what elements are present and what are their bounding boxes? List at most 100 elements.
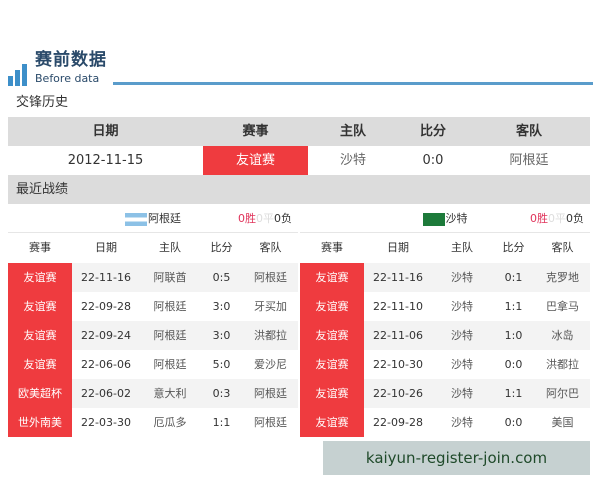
match-date: 22-03-30 <box>81 416 131 429</box>
match-competition: 友谊赛 <box>8 263 72 292</box>
match-score: 3:0 <box>212 329 231 342</box>
match-competition: 友谊赛 <box>8 321 72 350</box>
match-row: 友谊赛 22-11-06 沙特 1:0 冰岛 <box>300 321 590 350</box>
team-name: 沙特 <box>445 212 468 225</box>
match-date: 22-10-30 <box>373 358 423 371</box>
match-row: 友谊赛 22-09-24 阿根廷 3:0 洪都拉 <box>8 321 298 350</box>
watermark: kaiyun-register-join.com <box>323 441 590 475</box>
col-away: 客队 <box>259 241 282 254</box>
col-score: 比分 <box>502 241 525 254</box>
match-home: 沙特 <box>451 329 473 342</box>
match-home: 沙特 <box>451 416 473 429</box>
match-date: 22-09-24 <box>81 329 131 342</box>
match-date: 22-06-06 <box>81 358 131 371</box>
match-row: 世外南美 22-03-30 厄瓜多 1:1 阿根廷 <box>8 408 298 437</box>
draws: 0平 <box>548 212 566 225</box>
match-away: 巴拿马 <box>546 300 579 313</box>
match-away: 洪都拉 <box>254 329 287 342</box>
match-date: 22-10-26 <box>373 387 423 400</box>
header-date: 日期 <box>92 124 119 139</box>
match-score: 0:0 <box>504 416 523 429</box>
header-score: 比分 <box>419 124 446 139</box>
losses: 0负 <box>274 212 292 225</box>
match-home: 阿根廷 <box>153 358 187 371</box>
col-home: 主队 <box>451 241 473 254</box>
col-competition: 赛事 <box>29 241 51 254</box>
match-away: 克罗地 <box>546 271 579 284</box>
match-home: 沙特 <box>451 358 473 371</box>
match-away: 爱沙尼 <box>254 358 287 371</box>
match-score: 0:3 <box>212 387 231 400</box>
col-competition: 赛事 <box>321 241 343 254</box>
match-score: 5:0 <box>212 358 231 371</box>
logo: 赛前数据 Before data <box>8 50 118 86</box>
match-row: 友谊赛 22-11-10 沙特 1:1 巴拿马 <box>300 292 590 321</box>
h2h-score: 0:0 <box>422 153 444 168</box>
match-home: 沙特 <box>451 387 473 400</box>
saudi-flag-icon <box>422 212 445 226</box>
header-home: 主队 <box>339 124 366 139</box>
match-home: 阿联酋 <box>153 271 187 284</box>
match-row: 欧美超杯 22-06-02 意大利 0:3 阿根廷 <box>8 379 298 408</box>
divider <box>113 82 593 85</box>
recent-table-saudi: 沙特 0胜0平0负 赛事 日期 主队 比分 客队 友谊赛 22-11-16 沙特 0:1 克罗地 友谊… <box>300 204 590 437</box>
match-away: 阿尔巴 <box>546 387 579 400</box>
match-competition: 友谊赛 <box>8 292 72 321</box>
col-score: 比分 <box>210 241 233 254</box>
match-home: 厄瓜多 <box>153 416 187 429</box>
match-date: 22-09-28 <box>81 300 131 313</box>
match-row: 友谊赛 22-10-30 沙特 0:0 洪都拉 <box>300 350 590 379</box>
column-header-row: 赛事 日期 主队 比分 客队 <box>300 233 590 263</box>
match-competition: 友谊赛 <box>300 350 364 379</box>
team-record: 0胜0平0负 <box>238 212 292 225</box>
match-date: 22-06-02 <box>81 387 131 400</box>
team-row: 沙特 0胜0平0负 <box>300 204 590 233</box>
draws: 0平 <box>256 212 274 225</box>
match-date: 22-09-28 <box>373 416 423 429</box>
col-date: 日期 <box>95 241 117 254</box>
match-score: 0:5 <box>212 271 231 284</box>
match-away: 冰岛 <box>551 329 574 342</box>
header-away: 客队 <box>515 124 542 139</box>
match-away: 洪都拉 <box>546 358 579 371</box>
h2h-header: 日期 赛事 主队 比分 客队 <box>8 117 590 146</box>
losses: 0负 <box>566 212 584 225</box>
match-score: 3:0 <box>212 300 231 313</box>
match-home: 阿根廷 <box>153 329 187 342</box>
team-row: 阿根廷 0胜0平0负 <box>8 204 298 233</box>
match-score: 1:1 <box>212 416 231 429</box>
argentina-flag-icon <box>125 212 147 226</box>
col-home: 主队 <box>159 241 181 254</box>
match-away: 美国 <box>551 416 574 429</box>
match-row: 友谊赛 22-06-06 阿根廷 5:0 爱沙尼 <box>8 350 298 379</box>
match-competition: 友谊赛 <box>8 350 72 379</box>
h2h-away: 阿根廷 <box>509 153 549 168</box>
match-score: 1:1 <box>504 300 523 313</box>
match-date: 22-11-10 <box>373 300 423 313</box>
logo-subtitle: Before data <box>35 72 100 85</box>
match-row: 友谊赛 22-09-28 阿根廷 3:0 牙买加 <box>8 292 298 321</box>
column-header-row: 赛事 日期 主队 比分 客队 <box>8 233 298 263</box>
match-row: 友谊赛 22-10-26 沙特 1:1 阿尔巴 <box>300 379 590 408</box>
match-away: 阿根廷 <box>254 271 287 284</box>
h2h-home: 沙特 <box>339 153 366 168</box>
match-away: 阿根廷 <box>254 387 287 400</box>
match-competition: 友谊赛 <box>300 263 364 292</box>
match-away: 牙买加 <box>254 300 287 313</box>
recent-table-argentina: 阿根廷 0胜0平0负 赛事 日期 主队 比分 客队 友谊赛 22-11-16 阿联酋 0:5 阿根廷… <box>8 204 298 437</box>
match-score: 1:0 <box>504 329 523 342</box>
team-record: 0胜0平0负 <box>530 212 584 225</box>
team-name: 阿根廷 <box>148 212 181 225</box>
match-row: 友谊赛 22-11-16 阿联酋 0:5 阿根廷 <box>8 263 298 292</box>
match-date: 22-11-06 <box>373 329 423 342</box>
match-competition: 欧美超杯 <box>8 379 72 408</box>
match-competition: 友谊赛 <box>300 408 364 437</box>
h2h-row: 2012-11-15 友谊赛 沙特 0:0 阿根廷 <box>8 146 590 175</box>
match-away: 阿根廷 <box>254 416 287 429</box>
match-date: 22-11-16 <box>373 271 423 284</box>
match-home: 沙特 <box>451 271 473 284</box>
match-home: 意大利 <box>153 387 187 400</box>
recent-section-title: 最近战绩 <box>8 175 590 204</box>
col-date: 日期 <box>387 241 409 254</box>
header-competition: 赛事 <box>242 124 269 139</box>
